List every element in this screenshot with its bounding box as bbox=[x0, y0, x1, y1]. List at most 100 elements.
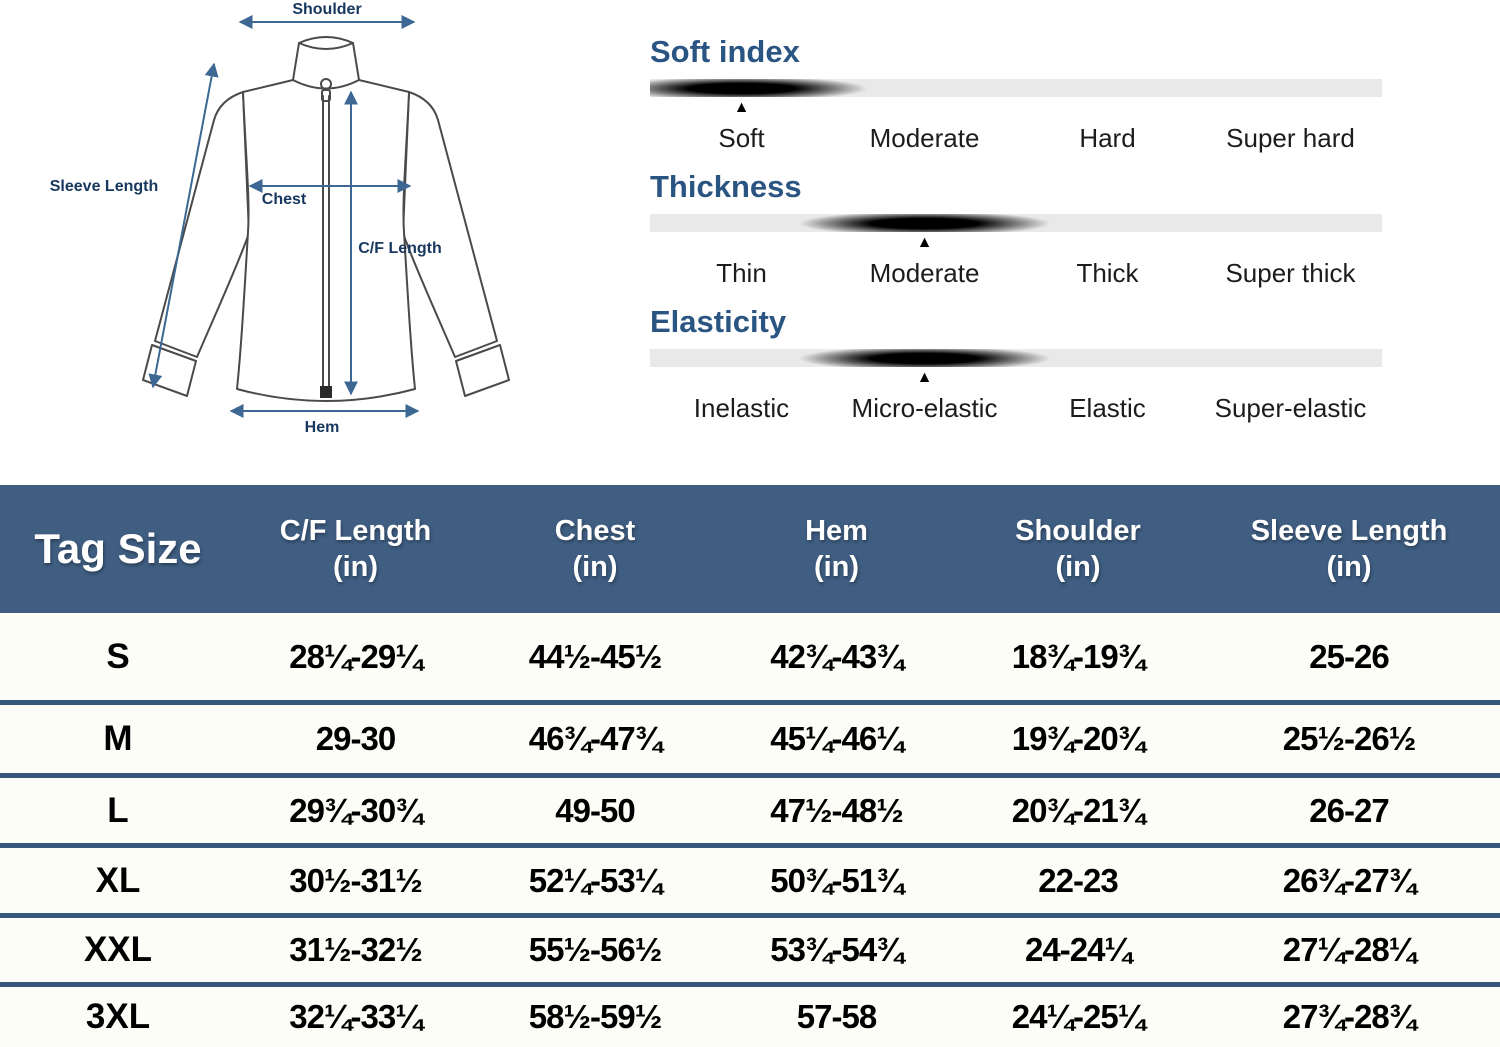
scale-label: Inelastic bbox=[693, 393, 790, 423]
measurement-value-cell: 29¾-30¾ bbox=[289, 791, 422, 829]
measurement-arrows bbox=[148, 15, 420, 418]
column-header: Tag Size bbox=[0, 523, 236, 576]
column-header-label: Shoulder bbox=[1015, 514, 1141, 547]
measurement-value-cell: 22-23 bbox=[1038, 861, 1118, 899]
measurement-value-cell: 24-24¼ bbox=[1025, 931, 1132, 968]
jacket-outline bbox=[142, 36, 510, 402]
column-header-label: Sleeve Length bbox=[1250, 514, 1448, 547]
size-row-3XL: 3XL 32¼-33¼ 58½-59½ 57-58 24¼-25¼ 27¾-28¾ bbox=[0, 982, 1500, 1047]
meter-scale-labels: Inelastic Micro-elastic Elastic Super-el… bbox=[650, 391, 1382, 425]
jacket-measurement-diagram: Shoulder Sleeve Length Chest C/F Length … bbox=[0, 0, 645, 480]
tag-size-cell: M bbox=[103, 719, 133, 758]
measurement-value-cell: 19¾-20¾ bbox=[1011, 720, 1145, 757]
meter-bar bbox=[650, 79, 1382, 97]
measurement-value-cell: 32¼-33¼ bbox=[289, 998, 422, 1035]
shoulder-label: Shoulder bbox=[292, 1, 362, 18]
measurement-value-cell: 24¼-25¼ bbox=[1011, 998, 1145, 1035]
chest-label: Chest bbox=[261, 191, 307, 208]
column-header-unit: (in) bbox=[813, 551, 860, 583]
elasticity-meter: Elasticity ▲ Inelastic Micro-elastic Ela… bbox=[650, 304, 1382, 425]
meter-gradient-blob bbox=[650, 79, 910, 97]
scale-label: Thick bbox=[1076, 258, 1139, 288]
size-row-XL: XL 30½-31½ 52¼-53¼ 50¾-51¾ 22-23 26¾-27¾ bbox=[0, 843, 1500, 913]
jacket-drawing bbox=[142, 15, 510, 418]
soft-index-meter: Soft index ▲ Soft Moderate Hard Super ha… bbox=[650, 34, 1382, 155]
measurement-value-cell: 52¼-53¼ bbox=[528, 861, 662, 899]
tag-size-cell: S bbox=[106, 636, 130, 676]
scale-label: Super thick bbox=[1225, 258, 1356, 288]
measurement-value-cell: 46¾-47¾ bbox=[528, 720, 662, 757]
scale-label: Soft bbox=[718, 123, 765, 153]
measurement-value-cell: 20¾-21¾ bbox=[1011, 791, 1145, 829]
column-header-unit: (in) bbox=[572, 551, 618, 583]
column-header: Hem (in) bbox=[715, 513, 958, 586]
meter-pointer-row: ▲ bbox=[650, 97, 1382, 121]
fabric-property-meters: Soft index ▲ Soft Moderate Hard Super ha… bbox=[650, 34, 1382, 439]
measurement-value-cell: 25-26 bbox=[1309, 637, 1389, 675]
size-row-L: L 29¾-30¾ 49-50 47½-48½ 20¾-21¾ 26-27 bbox=[0, 773, 1500, 843]
meter-title: Thickness bbox=[650, 169, 802, 204]
measurement-value-cell: 57-58 bbox=[796, 998, 877, 1035]
measurement-value-cell: 53¾-54¾ bbox=[770, 931, 903, 968]
measurement-value-cell: 44½-45½ bbox=[528, 637, 662, 675]
meter-gradient-blob bbox=[756, 214, 1093, 232]
meter-pointer-row: ▲ bbox=[650, 232, 1382, 256]
measurement-value-cell: 47½-48½ bbox=[770, 791, 903, 829]
measurement-value-cell: 31½-32½ bbox=[289, 931, 422, 968]
meter-title: Elasticity bbox=[650, 304, 787, 339]
size-row-S: S 28¼-29¼ 44½-45½ 42¾-43¾ 18¾-19¾ 25-26 bbox=[0, 613, 1500, 700]
column-header: C/F Length (in) bbox=[236, 513, 475, 586]
column-header-label: C/F Length bbox=[279, 514, 432, 547]
measurement-value-cell: 27¼-28¼ bbox=[1282, 931, 1416, 968]
measurement-value-cell: 26-27 bbox=[1309, 791, 1389, 829]
tag-size-cell: XXL bbox=[83, 930, 153, 969]
scale-label: Super hard bbox=[1226, 123, 1355, 153]
measurement-value-cell: 30½-31½ bbox=[289, 861, 422, 899]
cf-length-label: C/F Length bbox=[358, 240, 442, 257]
triangle-up-icon: ▲ bbox=[733, 99, 750, 116]
measurement-value-cell: 49-50 bbox=[555, 791, 635, 829]
scale-label: Hard bbox=[1079, 123, 1136, 153]
size-table: Tag Size C/F Length (in) Chest (in) Hem (in) Sh… bbox=[0, 485, 1500, 1047]
scale-label: Thin bbox=[716, 258, 767, 288]
measurement-value-cell: 45¼-46¼ bbox=[770, 720, 903, 757]
meter-scale-labels: Soft Moderate Hard Super hard bbox=[650, 121, 1382, 155]
meter-title: Soft index bbox=[650, 34, 800, 69]
tag-size-cell: XL bbox=[95, 860, 141, 900]
column-header: Sleeve Length (in) bbox=[1198, 513, 1500, 586]
size-row-XXL: XXL 31½-32½ 55½-56½ 53¾-54¾ 24-24¼ 27¼-28¼ bbox=[0, 913, 1500, 982]
sleeve-length-arrow-icon bbox=[148, 62, 219, 389]
measurement-value-cell: 18¾-19¾ bbox=[1011, 637, 1145, 675]
size-table-header: Tag Size C/F Length (in) Chest (in) Hem (in) Sh… bbox=[0, 485, 1500, 613]
tag-size-cell: 3XL bbox=[85, 997, 151, 1036]
thickness-meter: Thickness ▲ Thin Moderate Thick Super th… bbox=[650, 169, 1382, 290]
measurement-value-cell: 25½-26½ bbox=[1282, 720, 1416, 757]
meter-bar bbox=[650, 214, 1382, 232]
column-header-unit: (in) bbox=[332, 551, 379, 583]
column-header-unit: (in) bbox=[1055, 551, 1101, 583]
tag-size-cell: L bbox=[107, 790, 129, 830]
meter-gradient-blob bbox=[756, 349, 1093, 367]
meter-bar bbox=[650, 349, 1382, 367]
measurement-value-cell: 50¾-51¾ bbox=[770, 861, 903, 899]
scale-label: Elastic bbox=[1069, 393, 1146, 423]
column-header-label: Hem bbox=[805, 514, 868, 547]
measurement-value-cell: 58½-59½ bbox=[528, 998, 662, 1035]
measurement-value-cell: 27¾-28¾ bbox=[1282, 998, 1416, 1035]
triangle-up-icon: ▲ bbox=[916, 369, 933, 386]
column-header-unit: (in) bbox=[1326, 551, 1372, 583]
column-header-label: Tag Size bbox=[34, 524, 202, 572]
column-header: Shoulder (in) bbox=[958, 513, 1198, 586]
size-row-M: M 29-30 46¾-47¾ 45¼-46¼ 19¾-20¾ 25½-26½ bbox=[0, 700, 1500, 773]
scale-label: Micro-elastic bbox=[851, 393, 998, 423]
scale-label: Super-elastic bbox=[1214, 393, 1367, 423]
scale-label: Moderate bbox=[869, 258, 980, 288]
triangle-up-icon: ▲ bbox=[916, 234, 933, 251]
meter-pointer-row: ▲ bbox=[650, 367, 1382, 391]
column-header-label: Chest bbox=[554, 514, 636, 547]
measurement-value-cell: 28¼-29¼ bbox=[289, 637, 422, 675]
sleeve-length-label: Sleeve Length bbox=[49, 178, 159, 195]
size-table-body: S 28¼-29¼ 44½-45½ 42¾-43¾ 18¾-19¾ 25-26 M 29-30… bbox=[0, 613, 1500, 1047]
meter-scale-labels: Thin Moderate Thick Super thick bbox=[650, 256, 1382, 290]
measurement-value-cell: 29-30 bbox=[315, 720, 396, 757]
